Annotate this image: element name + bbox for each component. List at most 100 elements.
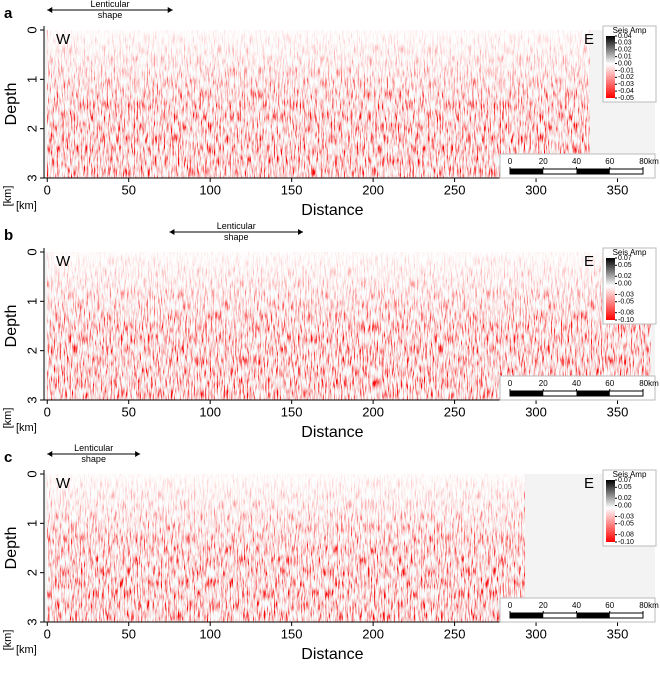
y-tick-label: 3 (24, 174, 39, 181)
x-unit: [km] (16, 644, 37, 656)
colorbar-tick-label: 0.00 (618, 280, 632, 287)
y-axis-title: Depth (3, 527, 20, 570)
y-tick-label: 2 (24, 125, 39, 132)
colorbar-tick-label: 0.00 (618, 60, 632, 67)
colorbar-tick-label: -0.08 (618, 532, 634, 539)
y-unit: [km] (2, 186, 14, 207)
seismic-fade (47, 474, 525, 622)
seismic-fade (47, 252, 651, 400)
colorbar-tick-label: -0.03 (618, 513, 634, 520)
colorbar-tick-label: 0.02 (618, 273, 632, 280)
colorbar-tick-label: 0.05 (618, 262, 632, 269)
east-label: E (584, 253, 594, 270)
scale-segment (576, 391, 610, 396)
x-tick-label: 300 (525, 404, 547, 419)
scale-label: 80km (639, 379, 659, 388)
y-axis-title: Depth (3, 83, 20, 126)
colorbar-tick-label: -0.05 (618, 521, 634, 528)
colorbar-tick-label: 0.02 (618, 495, 632, 502)
scale-label: 40 (572, 379, 581, 388)
x-tick-label: 0 (44, 404, 51, 419)
panel-label: b (4, 227, 13, 244)
scale-label: 40 (572, 601, 581, 610)
y-tick-label: 2 (24, 569, 39, 576)
x-tick-label: 50 (121, 626, 135, 641)
colorbar (606, 36, 615, 98)
scale-label: 20 (539, 157, 548, 166)
colorbar-title: Seis Amp (613, 248, 647, 257)
colorbar-tick-label: -0.01 (618, 67, 634, 74)
scale-segment (510, 169, 544, 174)
y-unit: [km] (2, 408, 14, 429)
y-unit: [km] (2, 630, 14, 651)
y-tick-label: 0 (24, 248, 39, 255)
x-tick-label: 50 (121, 182, 135, 197)
colorbar-tick-label: -0.08 (618, 310, 634, 317)
colorbar-tick-label: 0.04 (618, 33, 632, 40)
x-tick-label: 250 (444, 404, 466, 419)
colorbar-title: Seis Amp (613, 26, 647, 35)
x-tick-label: 200 (362, 404, 384, 419)
colorbar-tick-label: 0.07 (618, 477, 632, 484)
west-label: W (56, 253, 71, 270)
y-tick-label: 1 (24, 76, 39, 83)
x-tick-label: 300 (525, 182, 547, 197)
x-tick-label: 0 (44, 626, 51, 641)
colorbar-tick-label: -0.05 (618, 95, 634, 102)
x-axis-title: Distance (301, 646, 363, 663)
scale-label: 60 (605, 379, 614, 388)
west-label: W (56, 31, 71, 48)
scale-label: 60 (605, 157, 614, 166)
east-label: E (584, 475, 594, 492)
scale-label: 0 (508, 601, 513, 610)
scale-label: 80km (639, 601, 659, 610)
west-label: W (56, 475, 71, 492)
x-unit: [km] (16, 200, 37, 212)
x-tick-label: 350 (607, 404, 629, 419)
x-tick-label: 200 (362, 182, 384, 197)
y-axis-title: Depth (3, 305, 20, 348)
scale-label: 80km (639, 157, 659, 166)
colorbar-tick-label: 0.00 (618, 502, 632, 509)
y-tick-label: 1 (24, 298, 39, 305)
x-tick-label: 150 (281, 626, 303, 641)
x-tick-label: 100 (199, 404, 221, 419)
seismic-fade (47, 30, 590, 178)
colorbar-tick-label: 0.02 (618, 47, 632, 54)
lenticular-label: Lenticular shape (90, 0, 129, 20)
panel-label: c (4, 449, 12, 466)
x-tick-label: 250 (444, 626, 466, 641)
x-tick-label: 350 (607, 182, 629, 197)
colorbar-tick-label: -0.10 (618, 539, 634, 546)
colorbar-tick-label: -0.03 (618, 291, 634, 298)
scale-label: 0 (508, 157, 513, 166)
x-tick-label: 100 (199, 626, 221, 641)
colorbar-tick-label: -0.04 (618, 88, 634, 95)
colorbar-tick-label: -0.02 (618, 74, 634, 81)
scale-segment (576, 613, 610, 618)
y-tick-label: 3 (24, 618, 39, 625)
x-tick-label: 200 (362, 626, 384, 641)
lenticular-label: Lenticular shape (217, 221, 256, 242)
x-axis-title: Distance (301, 424, 363, 441)
y-tick-label: 0 (24, 470, 39, 477)
scale-segment (576, 169, 610, 174)
scale-segment (510, 613, 544, 618)
x-tick-label: 0 (44, 182, 51, 197)
y-tick-label: 2 (24, 347, 39, 354)
x-tick-label: 50 (121, 404, 135, 419)
panel-label: a (4, 5, 13, 22)
y-tick-label: 1 (24, 520, 39, 527)
y-tick-label: 0 (24, 26, 39, 33)
lenticular-label: Lenticular shape (74, 443, 113, 464)
x-unit: [km] (16, 422, 37, 434)
colorbar-title: Seis Amp (613, 470, 647, 479)
colorbar (606, 480, 615, 542)
x-tick-label: 150 (281, 182, 303, 197)
scale-label: 20 (539, 601, 548, 610)
colorbar-tick-label: 0.01 (618, 54, 632, 61)
x-tick-label: 350 (607, 626, 629, 641)
x-tick-label: 300 (525, 626, 547, 641)
x-tick-label: 250 (444, 182, 466, 197)
